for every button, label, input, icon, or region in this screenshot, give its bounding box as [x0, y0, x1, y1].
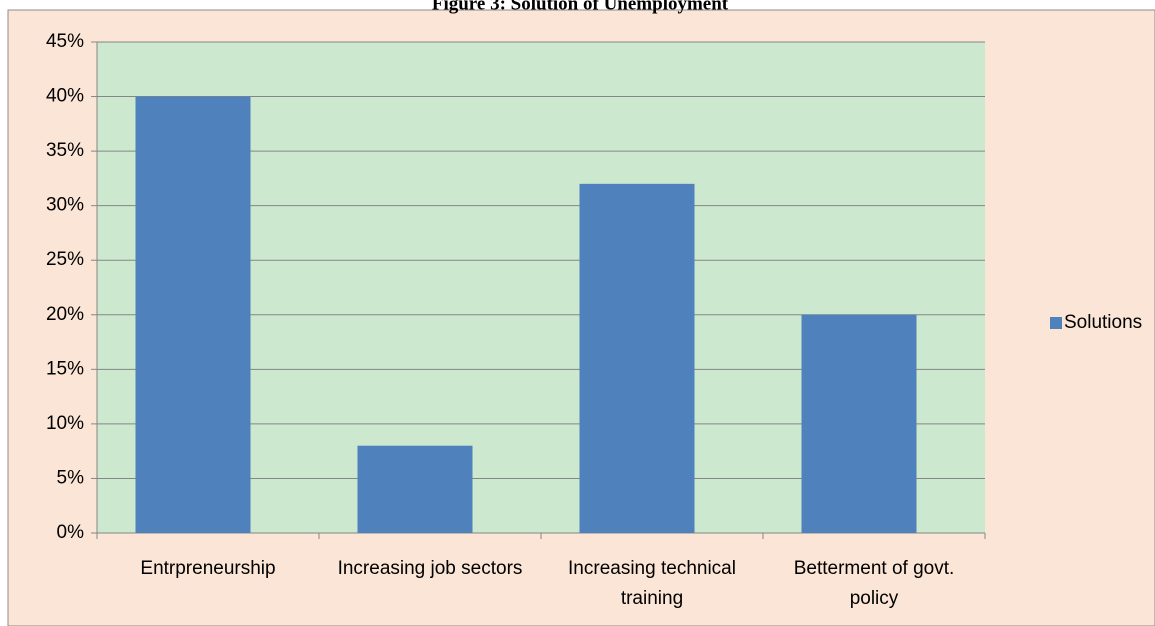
legend-swatch: [1050, 317, 1062, 329]
y-tick-label: 0%: [57, 522, 85, 543]
x-tick-label: Increasing job sectors: [338, 558, 523, 579]
y-tick-label: 45%: [46, 31, 84, 52]
legend-label: Solutions: [1064, 312, 1142, 333]
bar: [357, 445, 473, 533]
y-tick-label: 20%: [46, 304, 84, 325]
bar: [801, 314, 917, 533]
y-tick-label: 25%: [46, 249, 84, 270]
y-tick-label: 40%: [46, 86, 84, 107]
bar: [579, 183, 695, 533]
x-tick-label: Betterment of govt. policy: [794, 558, 955, 609]
y-tick-label: 30%: [46, 195, 84, 216]
x-tick-label: Entrpreneurship: [140, 558, 275, 579]
y-tick-label: 35%: [46, 140, 84, 161]
y-tick-label: 15%: [46, 358, 84, 379]
y-tick-label: 5%: [57, 467, 85, 488]
x-tick-label: Increasing technical training: [568, 558, 736, 609]
bar: [135, 96, 251, 534]
chart-title: Figure 3: Solution of Unemployment: [432, 0, 729, 14]
y-tick-label: 10%: [46, 413, 84, 434]
